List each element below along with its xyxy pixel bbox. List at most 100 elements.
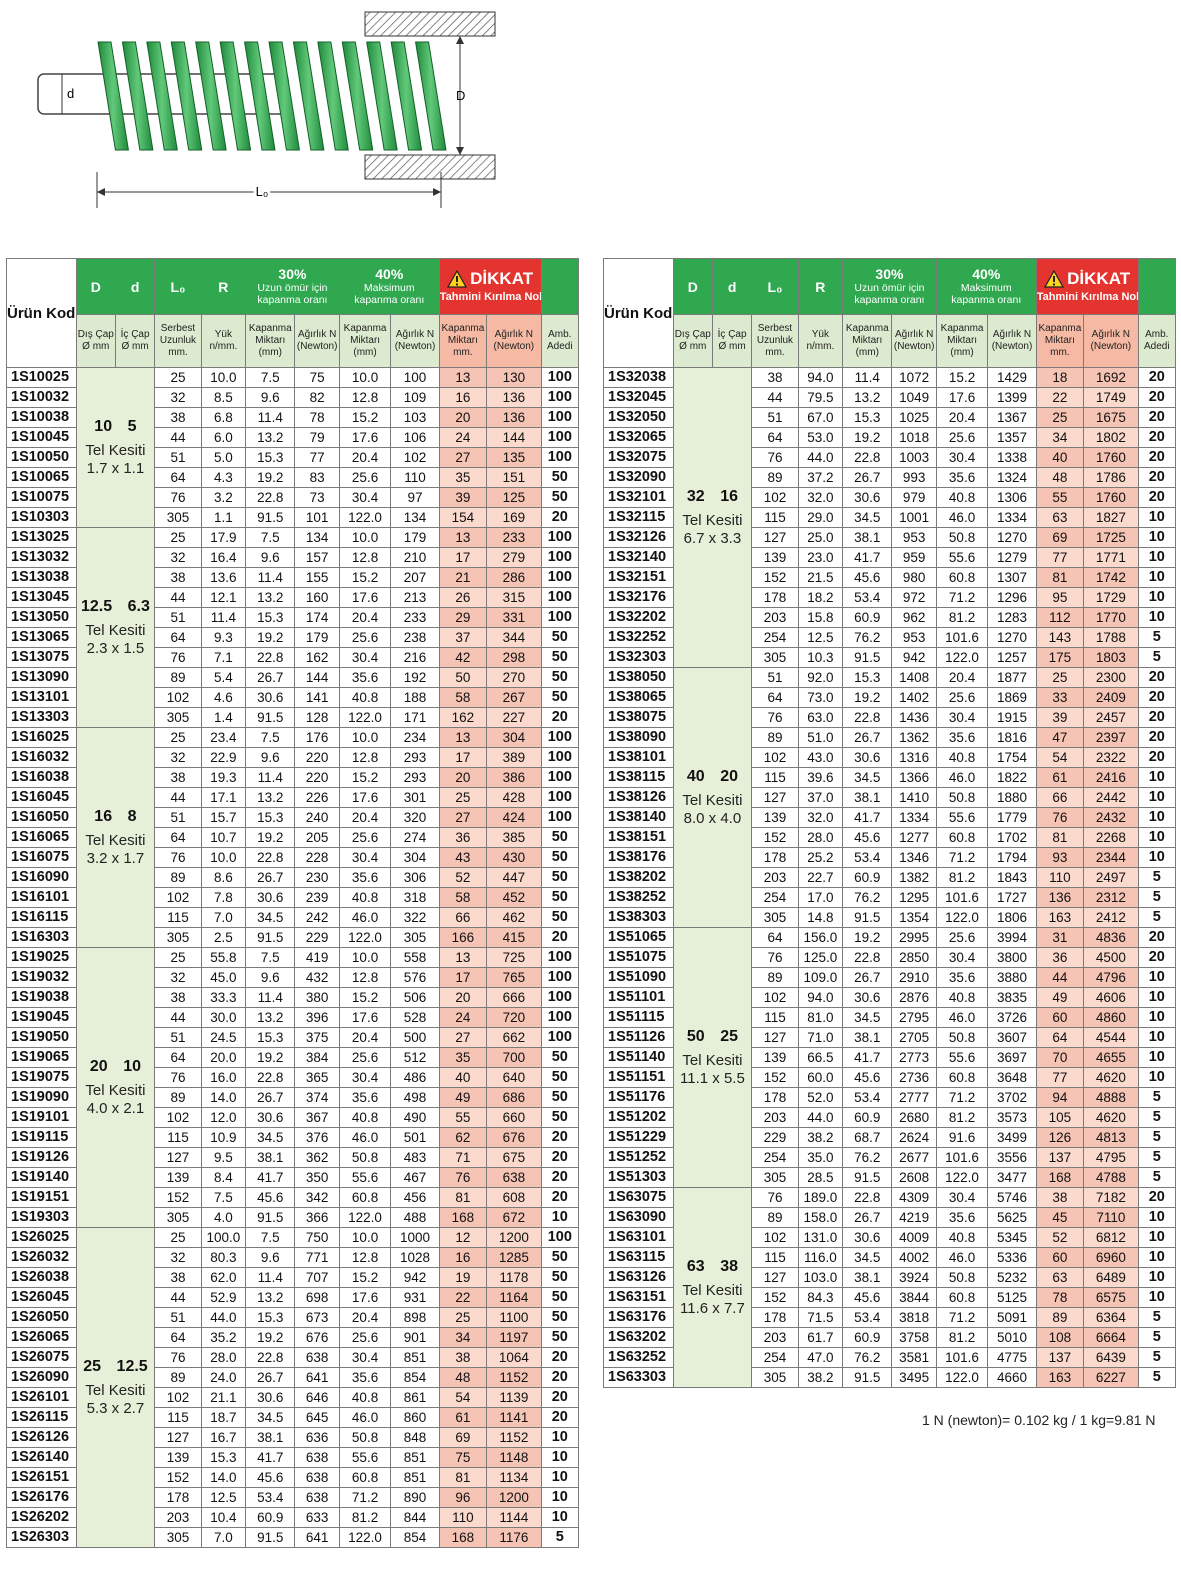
package-qty: 20 xyxy=(1137,407,1177,428)
free-length: 89 xyxy=(154,1367,202,1388)
break-weight: 1749 xyxy=(1083,387,1139,408)
inner-diameter-label: d xyxy=(67,86,74,101)
product-code: 1S19075 xyxy=(6,1067,77,1088)
weight-30: 101 xyxy=(294,507,340,528)
product-code: 1S19032 xyxy=(6,967,77,988)
compression-40: 46.0 xyxy=(338,1127,392,1148)
product-code: 1S32101 xyxy=(603,487,674,508)
package-qty: 20 xyxy=(540,1347,580,1368)
compression-40: 30.4 xyxy=(338,847,392,868)
free-length: 51 xyxy=(154,1307,202,1328)
break-compression: 95 xyxy=(1035,587,1085,608)
break-weight: 1152 xyxy=(486,1427,542,1448)
load-rate: 7.1 xyxy=(200,647,247,668)
product-code: 1S13303 xyxy=(6,707,77,728)
compression-30: 91.5 xyxy=(245,1527,296,1548)
wire-section: Tel Kesiti 3.2 x 1.7 xyxy=(85,832,146,867)
break-weight: 1788 xyxy=(1083,627,1139,648)
free-length: 102 xyxy=(751,747,799,768)
sub-header-D: Dış Çap Ø mm xyxy=(672,314,713,368)
break-compression: 49 xyxy=(438,1087,488,1108)
weight-40: 512 xyxy=(390,1047,440,1068)
break-compression: 94 xyxy=(1035,1087,1085,1108)
compression-30: 15.3 xyxy=(245,807,296,828)
compression-30: 45.6 xyxy=(245,1187,296,1208)
free-length: 89 xyxy=(751,727,799,748)
compression-40: 35.6 xyxy=(935,1207,989,1228)
weight-40: 188 xyxy=(390,687,440,708)
break-compression: 13 xyxy=(438,527,488,548)
break-weight: 286 xyxy=(486,567,542,588)
break-compression: 52 xyxy=(1035,1227,1085,1248)
break-weight: 315 xyxy=(486,587,542,608)
outer-diameter: 32 xyxy=(686,488,705,505)
break-weight: 4620 xyxy=(1083,1067,1139,1088)
weight-30: 638 xyxy=(294,1467,340,1488)
spring-coil xyxy=(341,41,374,151)
compression-30: 26.7 xyxy=(842,967,893,988)
compression-40: 20.4 xyxy=(935,667,989,688)
product-code: 1S51101 xyxy=(603,987,674,1008)
free-length: 76 xyxy=(154,647,202,668)
weight-30: 3844 xyxy=(891,1287,937,1308)
compression-30: 22.8 xyxy=(245,647,296,668)
package-qty: 20 xyxy=(1137,707,1177,728)
load-rate: 51.0 xyxy=(797,727,844,748)
weight-40: 305 xyxy=(390,927,440,948)
break-weight: 6575 xyxy=(1083,1287,1139,1308)
load-rate: 103.0 xyxy=(797,1267,844,1288)
load-rate: 80.3 xyxy=(200,1247,247,1268)
weight-30: 2773 xyxy=(891,1047,937,1068)
compression-30: 22.8 xyxy=(842,947,893,968)
spring-spec-table-left: Ürün Kodu D d L₀ R 30%Uzun ömür için kap… xyxy=(6,258,580,1548)
break-compression: 58 xyxy=(438,887,488,908)
load-rate: 15.3 xyxy=(200,1447,247,1468)
weight-40: 5345 xyxy=(987,1227,1037,1248)
size-group: 12.5 6.3 Tel Kesiti 2.3 x 1.5 xyxy=(75,527,156,728)
weight-40: 3499 xyxy=(987,1127,1037,1148)
weight-30: 79 xyxy=(294,427,340,448)
break-compression: 33 xyxy=(1035,687,1085,708)
compression-40: 122.0 xyxy=(338,927,392,948)
weight-40: 1880 xyxy=(987,787,1037,808)
table-row: 1S13303 305 1.4 91.5 128 122.0 171 162 227 20 xyxy=(6,707,580,728)
package-qty: 10 xyxy=(540,1507,580,1528)
load-rate: 21.5 xyxy=(797,567,844,588)
load-rate: 30.0 xyxy=(200,1007,247,1028)
break-compression: 13 xyxy=(438,367,488,388)
package-qty: 100 xyxy=(540,407,580,428)
free-length: 305 xyxy=(751,1367,799,1388)
wire-section: Tel Kesiti 8.0 x 4.0 xyxy=(682,792,743,827)
package-qty: 5 xyxy=(1137,647,1177,668)
col-header-40: 40% Maksimum kapanma oranı xyxy=(935,258,1037,315)
load-rate: 10.4 xyxy=(200,1507,247,1528)
package-qty: 10 xyxy=(1137,547,1177,568)
free-length: 25 xyxy=(154,727,202,748)
break-compression: 137 xyxy=(1035,1347,1085,1368)
weight-40: 106 xyxy=(390,427,440,448)
spring-coil xyxy=(97,41,130,151)
load-rate: 109.0 xyxy=(797,967,844,988)
load-rate: 25.0 xyxy=(797,527,844,548)
break-compression: 36 xyxy=(438,827,488,848)
weight-40: 5336 xyxy=(987,1247,1037,1268)
weight-40: 216 xyxy=(390,647,440,668)
weight-40: 3800 xyxy=(987,947,1037,968)
free-length: 152 xyxy=(751,1067,799,1088)
free-length: 76 xyxy=(751,947,799,968)
weight-40: 1279 xyxy=(987,547,1037,568)
free-length: 115 xyxy=(751,507,799,528)
load-rate: 38.2 xyxy=(797,1367,844,1388)
weight-40: 109 xyxy=(390,387,440,408)
table-row: 1S38065 64 73.0 19.2 1402 25.6 1869 33 2409 20 xyxy=(603,687,1177,708)
compression-30: 45.6 xyxy=(842,1067,893,1088)
break-weight: 1141 xyxy=(486,1407,542,1428)
compression-30: 11.4 xyxy=(245,987,296,1008)
size-group: 32 16 Tel Kesiti 6.7 x 3.3 xyxy=(672,367,753,668)
compression-40: 25.6 xyxy=(338,1327,392,1348)
spring-coil xyxy=(317,41,349,151)
sub-header-L: Serbest Uzunluk mm. xyxy=(751,314,799,368)
break-weight: 1827 xyxy=(1083,507,1139,528)
weight-40: 1727 xyxy=(987,887,1037,908)
product-code: 1S16025 xyxy=(6,727,77,748)
